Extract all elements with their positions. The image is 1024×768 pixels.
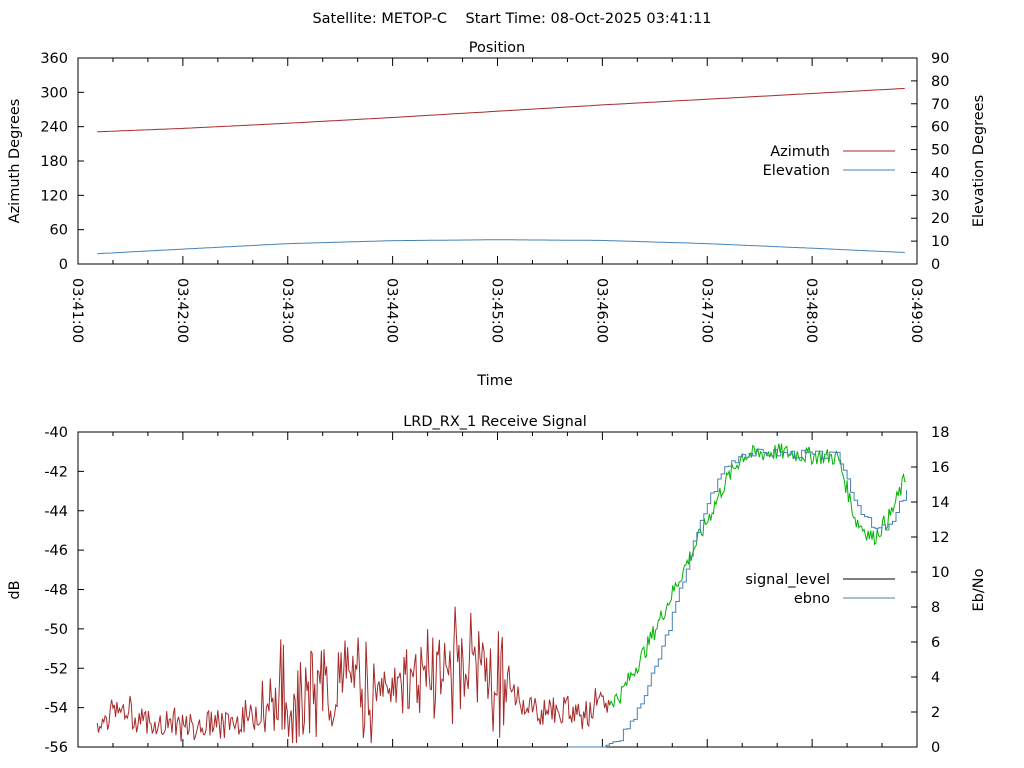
series-line-signal-level <box>96 606 611 744</box>
legend-label-signal-level: signal_level <box>745 572 830 588</box>
position-chart-title: Position <box>469 40 525 56</box>
x-tick-label: 03:41:00 <box>69 278 85 343</box>
y2-tick-label: 12 <box>931 530 949 546</box>
y2-tick-label: 40 <box>931 165 949 181</box>
receive-signal-chart: LRD_RX_1 Receive Signal dB Eb/No -40 -42 -… <box>7 414 987 756</box>
y-tick-label: 0 <box>59 257 68 273</box>
y-tick-label: -50 <box>44 622 68 638</box>
position-x-axis-label: Time <box>476 373 513 389</box>
y-tick-label: -42 <box>44 464 68 480</box>
x-tick-label: 03:44:00 <box>384 278 400 343</box>
y-tick-label: 360 <box>40 51 68 67</box>
y2-tick-label: 70 <box>931 97 949 113</box>
y2-tick-label: 14 <box>931 495 949 511</box>
y-tick-label: 60 <box>50 223 68 239</box>
position-y2-axis-label: Elevation Degrees <box>971 95 987 227</box>
legend-label-ebno: ebno <box>794 591 830 607</box>
y-tick-label: 300 <box>40 85 68 101</box>
receive-signal-chart-title: LRD_RX_1 Receive Signal <box>403 414 587 430</box>
series-line-azimuth <box>97 87 905 133</box>
y2-tick-label: 18 <box>931 425 949 441</box>
x-tick-label: 03:47:00 <box>698 278 714 343</box>
y-tick-label: -48 <box>44 583 68 599</box>
x-tick-label: 03:45:00 <box>489 278 505 343</box>
y2-tick-label: 6 <box>931 635 940 651</box>
series-line-elevation <box>97 239 905 255</box>
position-plot-frame <box>77 57 918 265</box>
x-tick-label: 03:43:00 <box>279 278 295 343</box>
signal-y2-axis-label: Eb/No <box>971 568 987 611</box>
x-tick-label: 03:42:00 <box>174 278 190 343</box>
legend-label-azimuth: Azimuth <box>770 144 830 160</box>
x-tick-label: 03:46:00 <box>593 278 609 343</box>
y-tick-label: -44 <box>44 504 68 520</box>
y2-tick-label: 16 <box>931 460 949 476</box>
y2-tick-label: 10 <box>931 234 949 250</box>
position-chart: Position Azimuth Degrees Elevation Degre… <box>7 40 987 389</box>
y2-tick-label: 10 <box>931 565 949 581</box>
y-tick-label: -52 <box>44 661 68 677</box>
y2-tick-label: 20 <box>931 211 949 227</box>
y2-tick-label: 4 <box>931 670 940 686</box>
y2-tick-label: 0 <box>931 257 940 273</box>
y-tick-label: -54 <box>44 701 68 717</box>
signal-y-axis-label: dB <box>7 580 23 599</box>
y-tick-label: -40 <box>44 425 68 441</box>
x-tick-label: 03:48:00 <box>803 278 819 343</box>
main-title: Satellite: METOP-C Start Time: 08-Oct-20… <box>312 11 711 27</box>
y2-tick-label: 0 <box>931 740 940 756</box>
y2-tick-label: 50 <box>931 143 949 159</box>
y2-tick-label: 8 <box>931 600 940 616</box>
legend-label-elevation: Elevation <box>763 163 830 179</box>
series-line-ebno <box>567 448 907 748</box>
y-tick-label: -46 <box>44 543 68 559</box>
y2-tick-label: 80 <box>931 74 949 90</box>
y2-tick-label: 60 <box>931 120 949 136</box>
y2-tick-label: 90 <box>931 51 949 67</box>
x-tick-label: 03:49:00 <box>908 278 924 343</box>
y2-tick-label: 30 <box>931 188 949 204</box>
signal-plot-frame <box>77 431 918 748</box>
y2-tick-label: 2 <box>931 705 940 721</box>
y-tick-label: 120 <box>40 188 68 204</box>
y-tick-label: 180 <box>40 154 68 170</box>
position-y-axis-label: Azimuth Degrees <box>7 99 23 224</box>
y-tick-label: 240 <box>40 120 68 136</box>
y-tick-label: -56 <box>44 740 68 756</box>
